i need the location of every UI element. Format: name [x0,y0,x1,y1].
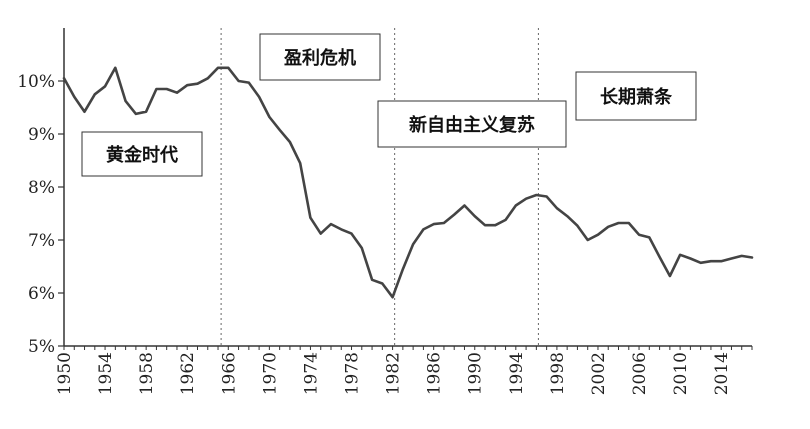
annotation-box [377,100,567,148]
y-axis-ticks: 5% 6% 7% 8% 9% 10% [17,72,64,357]
x-tick-label: 1962 [178,352,198,395]
annotation-box [575,71,697,121]
x-tick-label: 1986 [425,352,445,395]
x-tick-label: 1978 [343,352,363,395]
y-tick-label: 9% [28,125,55,145]
x-tick-label: 2006 [630,352,650,395]
x-tick-label: 1998 [548,352,568,395]
y-tick-label: 6% [28,284,55,304]
y-tick-label: 5% [28,337,55,357]
annotation-label: 黄金时代 [106,144,178,166]
annotation-neoliberal-recovery: 新自由主义复苏 [377,100,567,148]
series-group [62,66,754,299]
y-tick-label: 7% [28,231,55,251]
x-tick-label: 1954 [96,352,116,395]
y-tick-label: 8% [28,178,55,198]
annotation-golden-age: 黄金时代 [81,131,203,177]
x-tick-label: 1950 [55,352,75,395]
series-line [62,66,754,299]
annotation-label: 新自由主义复苏 [409,114,535,136]
x-tick-label: 2014 [712,352,732,395]
y-tick-label: 10% [17,72,55,92]
x-tick-label: 2010 [671,352,691,395]
annotation-box [81,131,203,177]
x-tick-label: 1970 [260,352,280,395]
annotation-long-depression: 长期萧条 [575,71,697,121]
x-tick-label: 1966 [219,352,239,395]
x-tick-label: 2002 [589,352,609,395]
annotation-box [259,33,381,81]
annotation-label: 长期萧条 [600,86,673,108]
annotation-label: 盈利危机 [283,47,356,69]
x-tick-label: 1958 [137,352,157,395]
x-tick-label: 1990 [466,352,486,395]
x-tick-label: 1974 [301,352,321,395]
annotation-profit-crisis: 盈利危机 [259,33,381,81]
x-axis-ticks: 1950 1954 1958 1962 1966 1970 1974 1978 1982 1986… [55,346,753,395]
x-tick-label: 1982 [384,352,404,395]
x-tick-label: 1994 [507,352,527,395]
